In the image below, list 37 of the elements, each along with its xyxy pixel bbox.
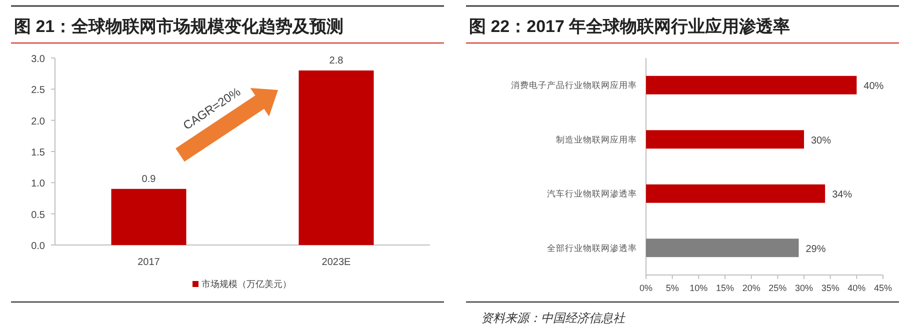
data-label: 2.8 (329, 55, 344, 66)
data-label: 40% (864, 81, 884, 92)
x-tick-label: 40% (848, 283, 866, 293)
y-tick-label: 0.5 (31, 210, 46, 221)
bar (646, 76, 857, 94)
y-tick-label: 1.5 (31, 148, 46, 158)
data-label: 34% (832, 190, 852, 201)
x-tick-label: 30% (794, 283, 814, 293)
x-tick-label: 5% (666, 283, 679, 293)
bar (646, 184, 826, 203)
y-tick-label: 消费电子产品行业物联网应用率 (511, 80, 637, 90)
data-label: 0.9 (142, 174, 156, 185)
bar (646, 238, 799, 258)
y-tick-label: 3.0 (31, 54, 46, 65)
chart-title: 图 22：2017 年全球物联网行业应用渗透率 (469, 17, 790, 36)
y-tick-label: 制造业物联网应用率 (556, 134, 637, 144)
y-tick-label: 汽车行业物联网渗透率 (547, 188, 637, 199)
x-tick-label: 20% (742, 283, 760, 293)
y-tick-label: 2.5 (31, 85, 46, 96)
x-tick-label: 2017 (138, 257, 160, 268)
data-label: 29% (806, 244, 826, 255)
x-tick-label: 10% (690, 283, 708, 293)
x-tick-label: 0% (639, 283, 653, 293)
chart-title: 图 21：全球物联网市场规模变化趋势及预测 (14, 17, 344, 36)
x-tick-label: 25% (768, 283, 787, 293)
x-tick-label: 35% (821, 283, 840, 293)
data-label: 30% (811, 135, 832, 146)
text: 资料来源：中国经济信息社 (481, 311, 626, 325)
legend-label: 市场规模（万亿美元） (202, 279, 292, 289)
y-tick-label: 0.0 (31, 241, 46, 252)
y-tick-label: 1.0 (31, 178, 46, 190)
bar (646, 130, 804, 149)
x-tick-label: 45% (874, 283, 892, 293)
y-tick-label: 2.0 (31, 116, 46, 128)
x-tick-label: 2023E (322, 257, 352, 268)
x-tick-label: 15% (716, 283, 734, 293)
y-tick-label: 全部行业物联网渗透率 (547, 242, 637, 253)
